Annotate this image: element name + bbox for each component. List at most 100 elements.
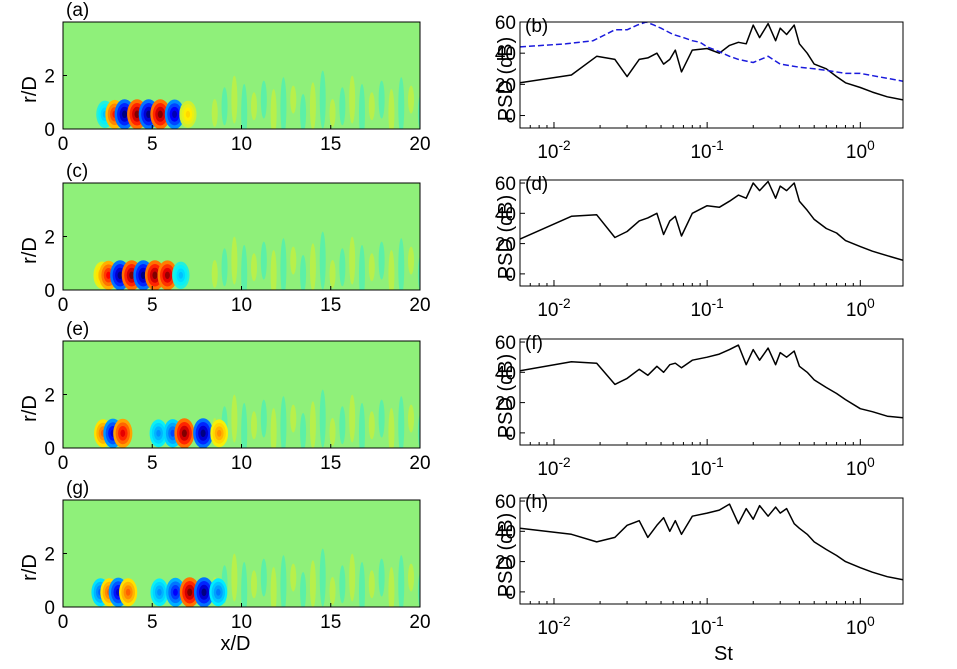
streak — [290, 563, 297, 592]
x-axis-label: St — [714, 643, 733, 665]
panel-g: 0 5 10 15 20 0 2r/D (g) x/D — [19, 478, 431, 655]
panel-label: (g) — [66, 478, 89, 499]
streak — [309, 82, 316, 129]
structure — [200, 429, 206, 438]
streak — [290, 246, 297, 275]
y-tick-label: 60 — [495, 492, 516, 513]
streak — [270, 407, 277, 448]
streak — [339, 565, 346, 604]
x-tick-label: 100 — [846, 138, 875, 163]
psd-series-solid — [520, 22, 903, 101]
axes-frame — [519, 497, 904, 605]
x-tick-label: 10 — [231, 295, 252, 316]
y-axis-label: PSD (dB) — [495, 195, 517, 279]
streak — [231, 75, 238, 124]
axes-frame — [519, 179, 904, 287]
streak — [241, 244, 248, 290]
x-tick-label: 10-1 — [690, 138, 723, 163]
streak — [398, 238, 405, 290]
streak — [290, 404, 297, 433]
streak — [378, 558, 385, 597]
streak — [309, 560, 316, 607]
structure — [134, 110, 140, 119]
panel-label: (f) — [525, 333, 543, 354]
structure — [106, 271, 111, 279]
streak — [339, 248, 346, 287]
y-tick-label: 0 — [505, 107, 516, 128]
streak — [241, 83, 248, 129]
x-tick-label: 5 — [147, 134, 158, 155]
y-axis-label: r/D — [19, 395, 41, 422]
y-tick-label: 0 — [44, 439, 55, 460]
streak — [358, 83, 365, 129]
structure — [181, 429, 187, 438]
y-tick-label: 2 — [44, 67, 55, 88]
streak — [388, 249, 395, 290]
y-axis-label: PSD (dB) — [495, 513, 517, 597]
y-tick-label: 2 — [44, 386, 55, 407]
y-tick-label: 40 — [495, 363, 516, 384]
structure — [156, 429, 161, 437]
streak — [358, 402, 365, 448]
streak — [408, 85, 415, 114]
streak — [250, 92, 257, 121]
streak — [211, 259, 218, 288]
y-axis-label: PSD (dB) — [495, 354, 517, 438]
streak — [270, 88, 277, 129]
y-tick-label: 20 — [495, 75, 516, 96]
streak — [388, 88, 395, 129]
streak — [260, 399, 267, 438]
streak — [378, 241, 385, 280]
structure — [157, 110, 163, 119]
panel-label: (a) — [66, 0, 89, 21]
streak — [329, 259, 336, 288]
y-tick-label: 60 — [495, 333, 516, 354]
streak — [349, 236, 356, 285]
structure — [173, 588, 178, 596]
streak — [211, 98, 218, 127]
streak — [408, 563, 415, 592]
streak — [221, 87, 228, 126]
streak — [260, 80, 267, 119]
structure — [201, 588, 207, 597]
psd-series-dashed — [520, 22, 903, 82]
x-tick-label: 0 — [58, 134, 69, 155]
y-tick-label: 0 — [44, 598, 55, 619]
structure — [216, 429, 222, 437]
x-tick-label: 10-1 — [690, 614, 723, 639]
streak — [300, 571, 307, 607]
x-tick-label: 20 — [409, 453, 430, 474]
y-tick-label: 0 — [505, 583, 516, 604]
panel-e: 0 5 10 15 20 0 2r/D (e) — [19, 319, 431, 474]
x-tick-label: 10-2 — [537, 296, 570, 321]
panel-label: (h) — [525, 492, 548, 513]
y-tick-label: 0 — [44, 281, 55, 302]
streak — [339, 87, 346, 126]
structure — [178, 271, 183, 279]
panel-label: (b) — [525, 16, 548, 37]
streak — [408, 246, 415, 275]
axes-frame — [519, 338, 904, 446]
streak — [250, 570, 257, 599]
structure — [140, 271, 146, 280]
streak — [241, 402, 248, 448]
y-tick-label: 60 — [495, 13, 516, 34]
streak — [329, 576, 336, 605]
axes-frame — [519, 21, 904, 129]
structure — [120, 429, 126, 437]
streak — [221, 248, 228, 287]
x-tick-label: 15 — [320, 612, 341, 633]
streak — [417, 413, 420, 448]
x-tick-label: 15 — [320, 295, 341, 316]
streak — [368, 92, 375, 121]
y-tick-label: 40 — [495, 522, 516, 543]
streak — [349, 553, 356, 602]
x-tick-label: 15 — [320, 134, 341, 155]
y-tick-label: 0 — [44, 120, 55, 141]
y-tick-label: 40 — [495, 204, 516, 225]
x-tick-label: 10 — [231, 134, 252, 155]
y-tick-label: 20 — [495, 553, 516, 574]
streak — [388, 407, 395, 448]
